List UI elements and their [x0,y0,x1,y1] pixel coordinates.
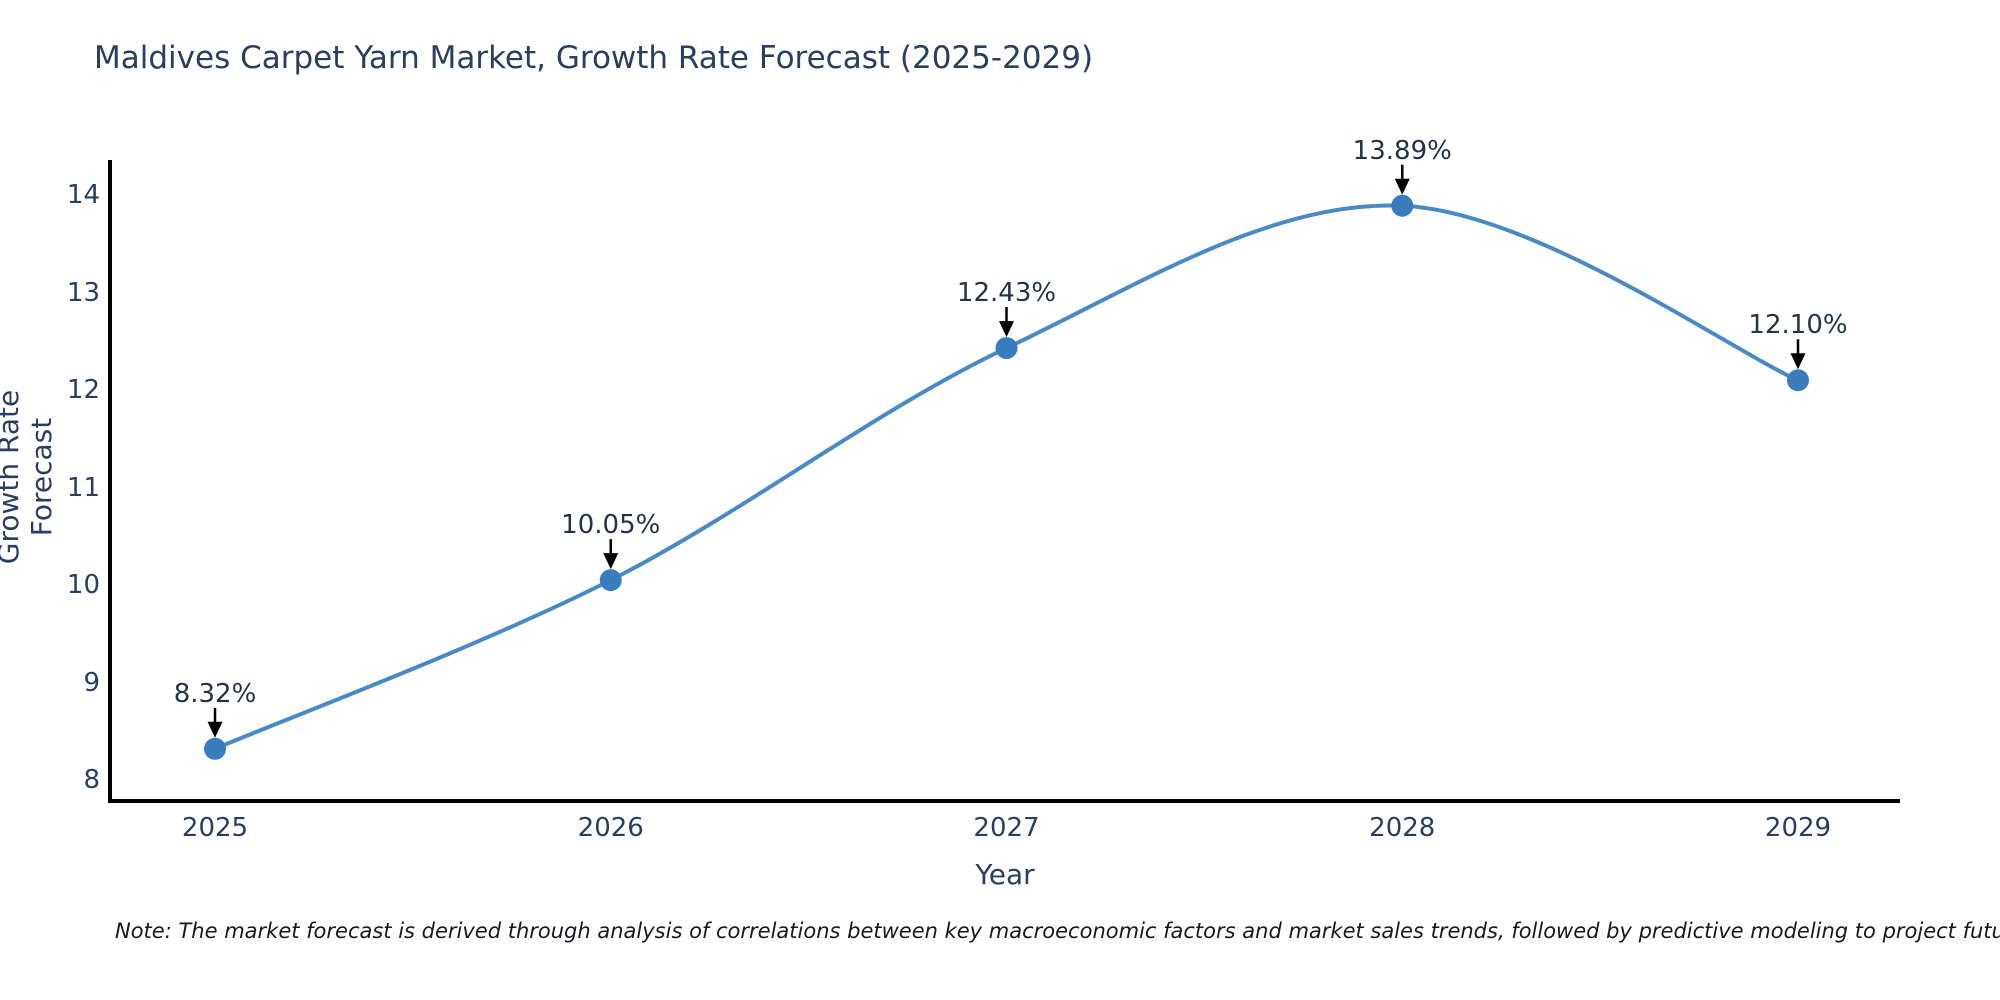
footnote: Note: The market forecast is derived thr… [115,919,2000,943]
data-point-value-label: 12.10% [1748,310,1848,341]
annotation-arrow-head [603,553,619,570]
data-point-marker [995,337,1018,360]
data-point-value-label: 13.89% [1352,135,1452,166]
y-tick-label: 10 [66,570,100,600]
data-point-value-label: 8.32% [173,678,257,709]
data-point-marker [204,737,226,760]
axis-lines [108,160,1900,803]
x-tick-label: 2025 [181,813,249,843]
annotation-arrow-head [999,321,1014,338]
y-tick-label: 11 [66,472,100,503]
x-tick-label: 2026 [577,813,644,843]
y-tick-label: 12 [66,375,100,405]
annotation-arrow-head [207,721,223,738]
x-tick-label: 2027 [973,813,1040,843]
data-point-marker [599,569,622,592]
data-point-value-label: 10.05% [561,510,661,541]
x-tick-label: 2028 [1369,813,1436,843]
y-tick-label: 9 [83,667,100,698]
annotation-arrow-head [1790,353,1806,370]
annotation-arrow-head [1394,178,1410,195]
x-axis-title: Year [975,858,1035,891]
x-tick-label: 2029 [1764,813,1832,843]
y-tick-label: 8 [83,765,100,795]
y-tick-label: 13 [66,277,100,308]
data-point-marker [1787,369,1809,392]
chart-title: Maldives Carpet Yarn Market, Growth Rate… [94,40,1094,76]
y-tick-label: 14 [66,180,100,210]
data-point-marker [1391,194,1414,217]
data-point-value-label: 12.43% [956,278,1057,309]
